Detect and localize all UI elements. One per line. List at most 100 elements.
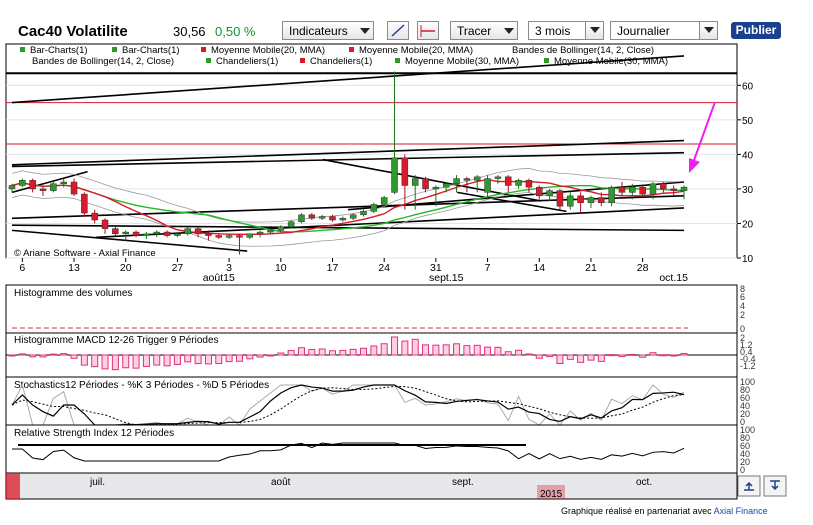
volume-panel [5,284,738,334]
macd-bar [204,354,212,365]
scroll-down-button[interactable] [763,475,787,497]
candle-body [256,231,264,235]
x-tick-label: 6 [19,262,25,274]
x-tick-label: 20 [120,262,132,274]
legend-swatch [395,58,400,63]
axial-finance-link[interactable]: Axial Finance [713,506,768,516]
svg-text:0: 0 [740,417,745,427]
candle-body [339,218,347,221]
candle-body [60,181,67,184]
macd-bar [360,347,368,356]
month-label: août15 [203,272,235,284]
candle-body [205,233,212,236]
trendline-tool-button[interactable] [387,21,409,40]
publish-button[interactable]: Publier [731,22,781,39]
time-navigator[interactable] [5,472,738,500]
stochastic-d-line [11,385,685,426]
macd-bar [453,343,461,356]
candle-body [504,176,512,186]
macd-bar [277,352,285,356]
svg-text:sept.: sept. [452,477,474,488]
moving-average-red-line [11,178,685,236]
macd-bar [525,353,533,356]
candle-body [122,231,129,235]
macd-bar [163,354,171,367]
candle-body [639,186,646,195]
rsi-panel-title: Relative Strength Index 12 Périodes [14,428,174,439]
macd-bar [8,354,16,357]
draw-dropdown[interactable]: Tracer [450,21,518,40]
svg-text:40: 40 [740,401,750,411]
candle-body [91,212,98,221]
svg-text:2015: 2015 [540,489,563,500]
candle-body [267,230,274,233]
y-tick-label: 50 [742,116,754,127]
svg-text:juil.: juil. [89,477,105,488]
candle-body [567,195,574,207]
macd-bar [297,347,305,356]
macd-bar [380,343,388,356]
navigator-left-handle[interactable] [6,473,20,499]
candle-body [184,228,192,235]
indicators-label: Indicateurs [289,24,348,38]
legend-item: Chandeliers(1) [216,56,278,67]
svg-text:-0.4: -0.4 [740,354,756,364]
trendline [11,55,685,104]
indicators-dropdown[interactable]: Indicateurs [282,21,374,40]
x-tick-label: 21 [585,262,597,274]
candle-body [660,183,667,190]
macd-bar [680,353,688,356]
macd-bar [556,354,564,365]
candle-body [494,176,502,179]
scroll-up-button[interactable] [737,475,761,497]
chevron-down-icon [360,28,370,34]
candle-body [132,231,140,236]
legend-item: Moyenne Mobile(20, MMA) [211,45,325,56]
legend-swatch [349,47,354,52]
macd-bar [246,354,254,360]
candle-body [473,176,481,181]
candle-body [29,180,36,190]
legend-item: Bandes de Bollinger(14, 2, Close) [32,56,174,67]
macd-bar [463,345,471,356]
svg-text:6: 6 [740,292,745,302]
candle-body [8,185,16,190]
candle-body [556,190,564,207]
navigator-year-marker [537,485,565,499]
candle-body [194,228,202,235]
macd-bar [235,354,243,362]
macd-y-axis: 21.20.4-0.4-1.2 [740,333,756,371]
candle-body [308,214,316,219]
legend-item: Moyenne Mobile(30, MMA) [405,56,519,67]
macd-bar [432,344,440,356]
macd-bar [370,345,378,356]
macd-bar [391,336,399,356]
interval-value: Journalier [617,24,670,38]
month-label: oct.15 [659,272,688,284]
month-label: sept.15 [429,272,464,284]
macd-bar [173,354,181,365]
macd-bar [215,354,223,365]
interval-select[interactable]: Journalier [610,21,718,40]
candle-body [246,233,254,238]
y-tick-label: 40 [742,150,754,161]
copyright-text: © Ariane Software - Axial Finance [14,248,156,259]
svg-text:-1.2: -1.2 [740,361,756,371]
y-tick-label: 10 [742,254,754,265]
legend: Bar-Charts(1) Bar-Charts(1) Moyenne Mobi… [20,45,668,67]
period-select[interactable]: 3 mois [528,21,604,40]
candle-body [608,186,615,203]
x-tick-label: 13 [68,262,80,274]
hline-tool-button[interactable] [417,21,439,40]
candle-body [19,180,26,186]
candle-body [287,221,295,228]
svg-text:80: 80 [740,385,750,395]
x-tick-label: 24 [378,262,390,274]
y-tick-label: 20 [742,219,754,230]
candle-body [680,186,688,191]
legend-swatch [112,47,117,52]
svg-text:60: 60 [740,393,750,403]
svg-text:20: 20 [740,409,750,419]
trendline [11,139,685,166]
